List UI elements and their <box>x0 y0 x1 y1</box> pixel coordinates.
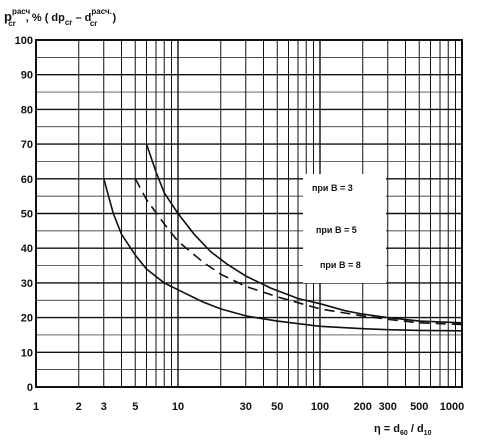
x-tick-label: 1 <box>33 401 39 413</box>
y-tick-label: 40 <box>21 243 33 255</box>
y-label-main: p <box>4 9 12 24</box>
x-tick-label: 500 <box>410 401 428 413</box>
x-tick-label: 5 <box>132 401 138 413</box>
annotation-b8: при В = 8 <box>320 260 361 270</box>
y-tick-label: 100 <box>15 35 33 47</box>
x-tick-label: 200 <box>354 401 372 413</box>
y-tick-label: 30 <box>21 278 33 290</box>
annotation-b5: при В = 5 <box>316 225 357 235</box>
x-tick-label: 50 <box>271 401 283 413</box>
y-tick-label: 0 <box>27 382 33 394</box>
series-curve-3 <box>103 178 463 332</box>
x-label-sub2: 10 <box>424 430 432 437</box>
x-axis-label: η = d60 / d10 <box>374 423 432 437</box>
y-label-minus: – d <box>72 12 91 24</box>
y-tick-label: 80 <box>21 104 33 116</box>
x-tick-label: 3 <box>101 401 107 413</box>
x-tick-label: 2 <box>76 401 82 413</box>
y-label-sub3: cr <box>90 19 98 28</box>
y-tick-label: 10 <box>21 347 33 359</box>
plot-frame <box>35 39 463 388</box>
y-tick-label: 90 <box>21 70 33 82</box>
y-label-sub: cr <box>8 19 16 28</box>
y-label-close: ) <box>109 12 116 24</box>
y-label-sup: расч <box>12 7 31 16</box>
x-tick-label: 100 <box>311 401 329 413</box>
y-label-sub2: cr <box>65 18 73 27</box>
x-label-eta: η = d <box>374 423 400 435</box>
y-tick-label: 20 <box>21 313 33 325</box>
y-tick-label: 50 <box>21 209 33 221</box>
y-tick-labels: 0 10 20 30 40 50 60 70 80 90 100 <box>15 35 33 394</box>
y-tick-label: 60 <box>21 174 33 186</box>
y-label-sup3: расч. <box>91 7 111 16</box>
x-tick-label: 30 <box>240 401 252 413</box>
series-curve-2 <box>134 178 463 326</box>
y-axis-label: pрасч cr, % ( dpcr – dрасч. cr ) <box>4 7 116 28</box>
annotation-box <box>303 174 386 283</box>
x-label-slash: / d <box>408 423 424 435</box>
series-group <box>103 143 463 332</box>
y-label-rest: , % ( dp <box>26 12 65 24</box>
grid <box>35 39 462 388</box>
series-curve-1 <box>145 143 463 324</box>
annotation-b3: при В = 3 <box>312 183 353 193</box>
x-label-sub1: 60 <box>400 430 408 437</box>
y-tick-label: 70 <box>21 139 33 151</box>
x-tick-labels: 1 2 3 5 10 30 50 100 200 300 500 1000 <box>33 401 464 413</box>
x-tick-label: 10 <box>172 401 184 413</box>
x-tick-label: 1000 <box>440 401 464 413</box>
x-tick-label: 300 <box>379 401 397 413</box>
